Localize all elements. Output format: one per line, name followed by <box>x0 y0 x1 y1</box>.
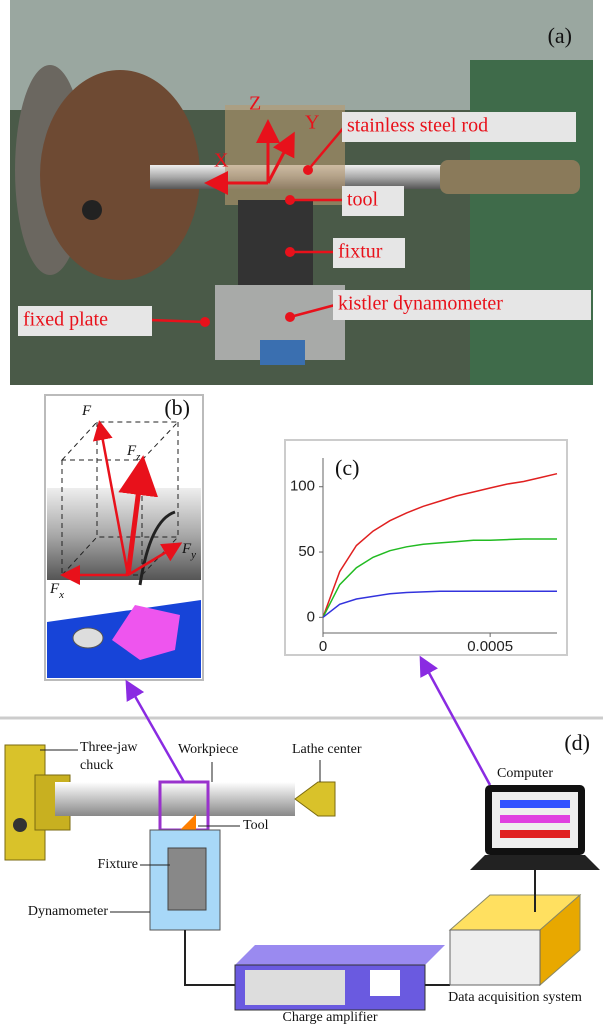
amp-panel <box>245 970 345 1005</box>
tailstock <box>440 160 580 194</box>
fixture-block <box>238 200 313 290</box>
amp-top <box>235 945 445 965</box>
panel-label: (b) <box>164 395 190 420</box>
dot <box>285 195 295 205</box>
annotation: fixed plate <box>23 309 108 331</box>
screw <box>73 628 103 648</box>
cable <box>185 930 235 985</box>
panel-c: (c) 0 50 100 0 0.0005 <box>285 440 567 655</box>
dyn-label <box>260 340 305 365</box>
annotation: stainless steel rod <box>347 115 488 137</box>
zoom-arrow <box>128 684 184 782</box>
x-tick-label: 0.0005 <box>467 638 513 655</box>
label: Charge amplifier <box>283 1010 378 1025</box>
lathe-center <box>295 782 335 816</box>
lathe-body <box>470 60 593 385</box>
panel-a: (a) X Y Z stainless steel rod tool fixtu <box>10 0 593 385</box>
page: {"panel_a": {"label": "(a)", "axes": ["X… <box>0 0 603 1025</box>
y-tick-label: 0 <box>307 608 315 625</box>
label: Three-jaw <box>80 740 138 755</box>
label: Workpiece <box>178 742 238 757</box>
trace <box>500 830 570 838</box>
label: chuck <box>80 758 113 773</box>
chuck-hole <box>82 200 102 220</box>
y-tick-label: 50 <box>298 543 315 560</box>
panel-label: (a) <box>548 23 572 48</box>
label: Tool <box>243 818 269 833</box>
workpiece <box>55 782 295 816</box>
dot <box>200 317 210 327</box>
annotation: fixtur <box>338 241 383 263</box>
axis-label: Z <box>249 93 261 115</box>
amp-screen <box>370 970 400 996</box>
y-tick-label: 100 <box>290 478 315 495</box>
dot <box>285 312 295 322</box>
label: Computer <box>497 766 553 781</box>
panel-d: (d) Three-jaw chuck Workpiece <box>5 660 600 1025</box>
trace <box>500 800 570 808</box>
force-label: F <box>81 403 92 419</box>
force-subscript: x <box>58 589 64 601</box>
daq <box>450 930 540 985</box>
panel-label: (d) <box>564 730 590 755</box>
trace <box>500 815 570 823</box>
fixture <box>168 848 206 910</box>
force-subscript: z <box>135 451 141 463</box>
panel-frame <box>285 440 567 655</box>
zoom-arrow <box>422 660 490 785</box>
panel-label: (c) <box>335 455 359 480</box>
tool-post <box>225 105 345 205</box>
label: Data acquisition system <box>448 990 582 1005</box>
annotation: kistler dynamometer <box>338 293 503 315</box>
force-symbol: F <box>81 403 92 419</box>
dot <box>303 165 313 175</box>
force-subscript: y <box>190 549 196 561</box>
label: Fixture <box>98 857 138 872</box>
chuck-hole <box>13 818 27 832</box>
keyboard <box>470 855 600 870</box>
annotation: tool <box>347 189 379 211</box>
x-tick-label: 0 <box>319 638 327 655</box>
dot <box>285 247 295 257</box>
label: Dynamometer <box>28 904 108 919</box>
figure: (a) X Y Z stainless steel rod tool fixtu <box>0 0 603 1025</box>
label: Lathe center <box>292 742 362 757</box>
axis-label: Y <box>305 112 319 134</box>
axis-label: X <box>214 150 229 172</box>
